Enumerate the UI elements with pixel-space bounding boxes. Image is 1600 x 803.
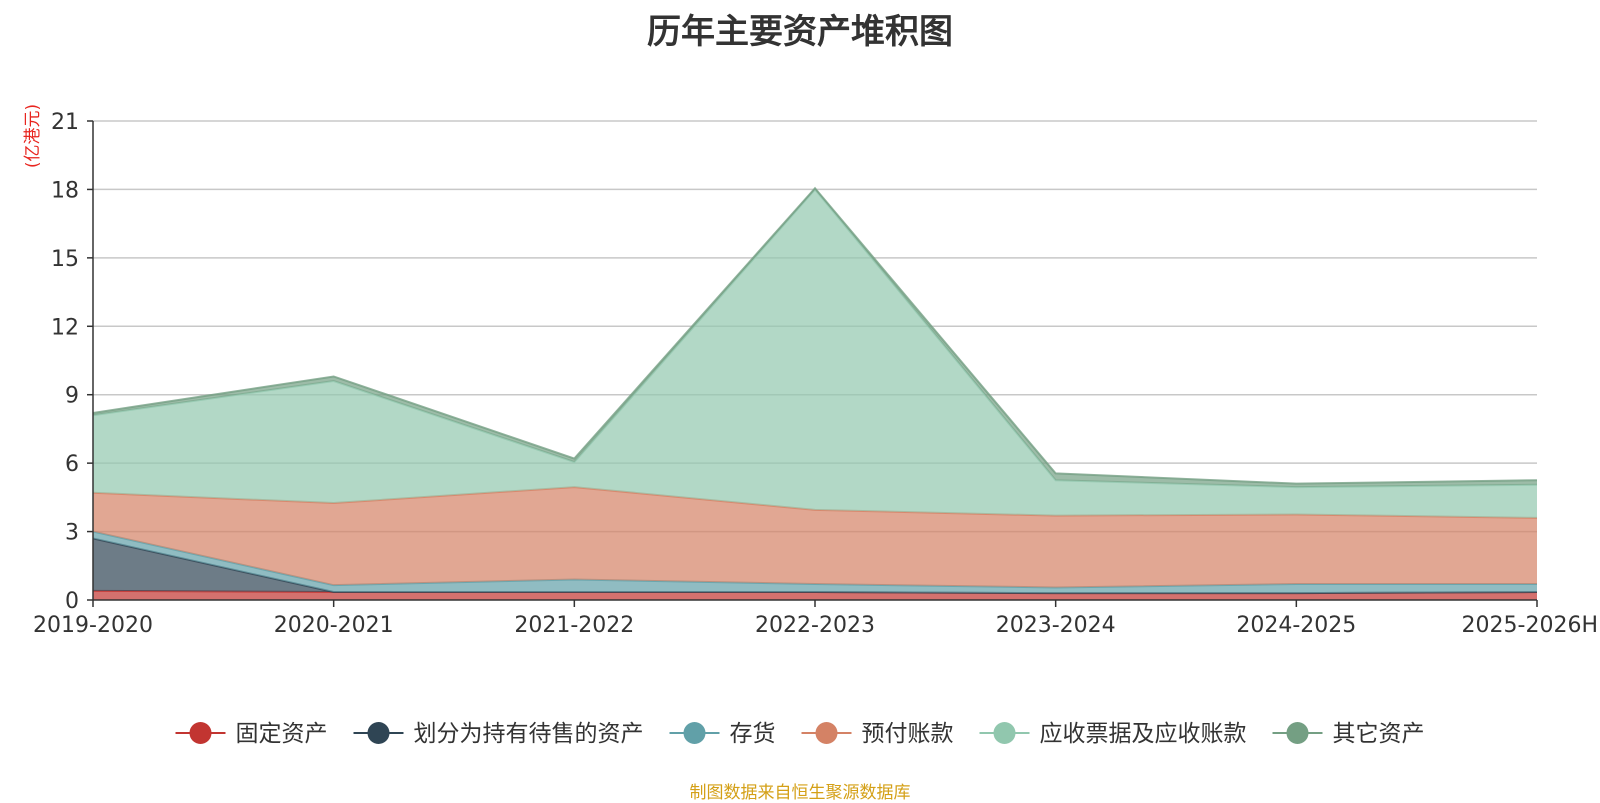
x-tick-label: 2024-2025 bbox=[1236, 613, 1356, 638]
legend-label: 预付账款 bbox=[862, 721, 954, 747]
legend-label: 划分为持有待售的资产 bbox=[414, 721, 644, 747]
y-axis-unit-label: (亿港元) bbox=[23, 104, 43, 168]
series-line-5 bbox=[92, 186, 1538, 485]
x-tick-label: 2023-2024 bbox=[996, 613, 1116, 638]
legend-item-5[interactable]: 其它资产 bbox=[1272, 721, 1425, 747]
legend-marker bbox=[683, 722, 706, 744]
legend-marker bbox=[189, 722, 212, 744]
y-tick-label: 15 bbox=[51, 247, 79, 272]
y-tick-label: 21 bbox=[51, 110, 79, 135]
x-tick-label: 2021-2022 bbox=[514, 613, 634, 638]
x-tick-label: 2020-2021 bbox=[274, 613, 394, 638]
legend-label: 存货 bbox=[730, 721, 776, 747]
legend-item-2[interactable]: 存货 bbox=[669, 721, 776, 747]
y-tick-label: 0 bbox=[65, 589, 79, 614]
legend-label: 应收票据及应收账款 bbox=[1040, 721, 1247, 747]
area-series-2 bbox=[93, 531, 1537, 594]
x-tick-label: 2019-2020 bbox=[33, 613, 153, 638]
y-tick-label: 12 bbox=[51, 315, 79, 340]
area-series-3 bbox=[93, 487, 1537, 588]
legend-label: 固定资产 bbox=[236, 721, 328, 747]
legend: 固定资产 划分为持有待售的资产 存货 预付账款 应收票据及应收账款 其它资产 bbox=[175, 721, 1425, 747]
legend-item-0[interactable]: 固定资产 bbox=[175, 721, 328, 747]
legend-item-4[interactable]: 应收票据及应收账款 bbox=[979, 721, 1247, 747]
legend-item-1[interactable]: 划分为持有待售的资产 bbox=[353, 721, 644, 747]
x-tick-label: 2022-2023 bbox=[755, 613, 875, 638]
y-tick-label: 18 bbox=[51, 178, 79, 203]
chart-title: 历年主要资产堆积图 bbox=[647, 12, 953, 52]
x-tick-label: 2025-2026H bbox=[1462, 613, 1598, 638]
legend-item-3[interactable]: 预付账款 bbox=[801, 721, 954, 747]
area-series-4 bbox=[93, 189, 1537, 518]
source-note: 制图数据来自恒生聚源数据库 bbox=[689, 783, 911, 803]
legend-marker bbox=[815, 722, 838, 744]
legend-marker bbox=[1286, 722, 1309, 744]
area-series bbox=[92, 186, 1538, 600]
legend-label: 其它资产 bbox=[1333, 721, 1425, 747]
y-tick-label: 9 bbox=[65, 384, 79, 409]
legend-marker bbox=[993, 722, 1016, 744]
legend-marker bbox=[367, 722, 390, 744]
area-series-1 bbox=[93, 538, 1537, 594]
y-tick-label: 6 bbox=[65, 452, 79, 477]
y-tick-label: 3 bbox=[65, 521, 79, 546]
axes: 0 3 6 9 12 15 18 21 2019-2020 2020-2021 2021-2022 2… bbox=[33, 110, 1598, 638]
